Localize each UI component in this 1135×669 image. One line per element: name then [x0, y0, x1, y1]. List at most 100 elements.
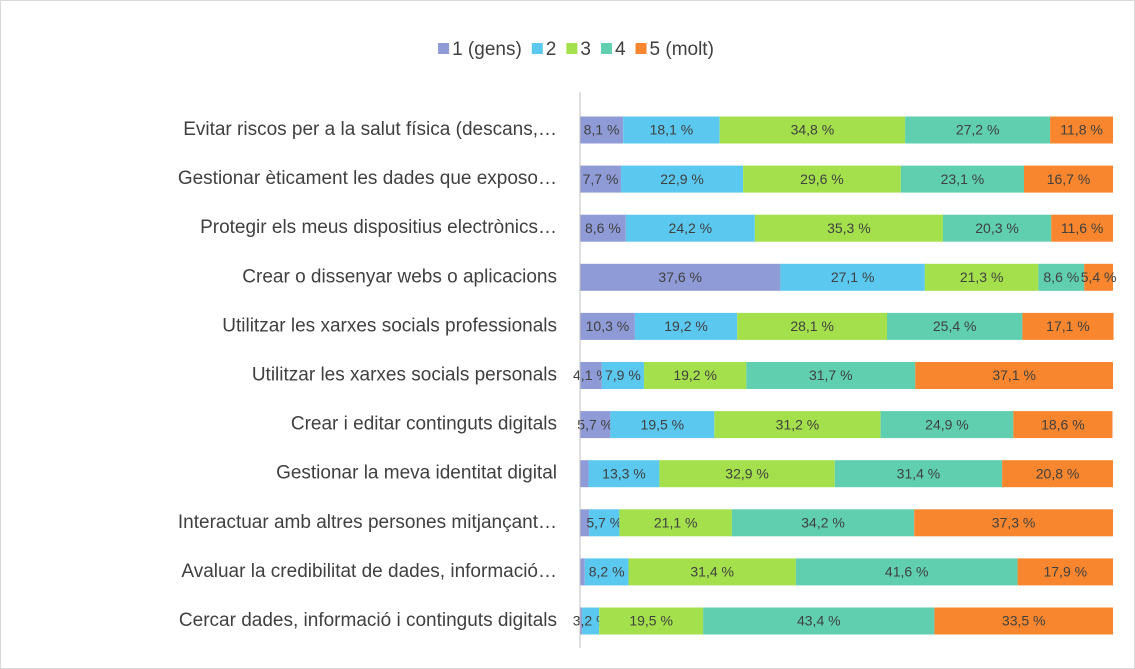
data-label: 13,3 % [602, 465, 646, 481]
legend-label: 2 [546, 39, 557, 60]
data-label: 25,4 % [933, 318, 977, 334]
data-label: 35,3 % [827, 220, 871, 236]
data-label: 27,1 % [831, 269, 875, 285]
data-label: 21,1 % [654, 515, 698, 531]
bar-segment [900, 165, 1024, 193]
data-label: 17,9 % [1043, 564, 1087, 580]
bar-segment [584, 558, 629, 586]
bar-segment [934, 607, 1113, 635]
data-label: 31,4 % [690, 564, 734, 580]
data-label: 37,6 % [658, 269, 702, 285]
bar-segment [580, 116, 624, 144]
bar-segment [610, 411, 715, 439]
legend-label: 3 [580, 39, 591, 60]
bar-segment [754, 214, 943, 242]
legend-swatch [438, 43, 450, 54]
bar-segment [599, 607, 704, 635]
bar-segment [580, 558, 585, 586]
bar-segment [1023, 165, 1113, 193]
bar-segment [743, 165, 901, 193]
legend-label: 5 (molt) [650, 39, 714, 60]
bar-segment [580, 312, 635, 340]
data-label: 8,6 % [1043, 269, 1079, 285]
data-label: 18,6 % [1041, 416, 1085, 432]
bar-segment [601, 362, 644, 389]
bar-segment [703, 607, 935, 635]
bar-segment [619, 509, 732, 537]
data-label: 8,6 % [585, 220, 621, 236]
bar-segment [580, 263, 781, 291]
data-label: 23,1 % [941, 171, 985, 187]
data-label: 32,9 % [725, 465, 769, 481]
data-label: 22,9 % [660, 171, 704, 187]
bar-segment [942, 214, 1052, 242]
legend-swatch [635, 43, 647, 54]
data-label: 21,3 % [960, 269, 1004, 285]
data-label: 10,3 % [586, 318, 630, 334]
data-label: 43,4 % [797, 613, 841, 629]
bar-segment [634, 312, 738, 340]
data-label: 19,5 % [629, 613, 673, 629]
data-label: 19,2 % [673, 367, 717, 383]
data-label: 5,7 % [577, 416, 613, 432]
data-label: 19,2 % [664, 318, 708, 334]
bar-segment [589, 509, 620, 537]
bar-segment [1022, 312, 1114, 340]
bar-segment [1084, 263, 1113, 291]
bar-segment [1013, 411, 1113, 439]
bar-segment [580, 509, 590, 537]
bar-segment [887, 312, 1023, 340]
bar-segment [580, 214, 626, 242]
data-label: 7,9 % [605, 367, 641, 383]
bar-segment [580, 411, 611, 439]
bar-segment [1051, 214, 1113, 242]
bar-segment [780, 263, 925, 291]
data-label: 37,1 % [992, 367, 1036, 383]
bar-segment [628, 558, 796, 586]
bar-segment [625, 214, 755, 242]
data-label: 31,2 % [776, 416, 820, 432]
category-label: Crear o dissenyar webs o aplicacions [242, 266, 557, 287]
data-label: 20,8 % [1036, 465, 1080, 481]
legend-label: 4 [615, 39, 626, 60]
category-label: Gestionar èticament les dades que exposo… [178, 168, 557, 189]
data-label: 34,8 % [791, 122, 835, 138]
bar-segment [621, 165, 744, 193]
data-label: 18,1 % [650, 122, 694, 138]
data-label: 31,4 % [897, 465, 941, 481]
data-label: 5,7 % [586, 515, 622, 531]
bar-segment [1017, 558, 1113, 586]
data-label: 31,7 % [809, 367, 853, 383]
bar-segment [746, 362, 916, 389]
data-label: 37,3 % [992, 515, 1036, 531]
data-label: 4,1 % [573, 367, 609, 383]
bar-segment [924, 263, 1039, 291]
legend-swatch [566, 43, 578, 54]
data-label: 33,5 % [1002, 613, 1046, 629]
data-label: 16,7 % [1047, 171, 1091, 187]
bar-segment [1050, 116, 1113, 144]
category-label: Evitar riscos per a la salut física (des… [183, 119, 557, 140]
data-label: 24,2 % [669, 220, 713, 236]
bar-segment [737, 312, 888, 340]
data-label: 27,2 % [956, 122, 1000, 138]
data-label: 24,9 % [925, 416, 969, 432]
data-label: 28,1 % [790, 318, 834, 334]
data-label: 7,7 % [583, 171, 619, 187]
bar-segment [731, 509, 915, 537]
bar-segment [643, 362, 747, 389]
bar-segment [580, 460, 589, 488]
bar-segment [915, 362, 1113, 389]
bar-segment [714, 411, 881, 439]
bar-segment [834, 460, 1003, 488]
data-label: 19,5 % [641, 416, 685, 432]
bar-segment [795, 558, 1018, 586]
bar-segment [914, 509, 1113, 537]
category-label: Crear i editar continguts digitals [291, 414, 557, 435]
bar-segment [1038, 263, 1085, 291]
bar-segment [580, 607, 583, 635]
bar-segment [580, 362, 602, 389]
category-label: Utilitzar les xarxes socials personals [252, 365, 557, 386]
legend-label: 1 (gens) [452, 39, 522, 60]
bar-segment [623, 116, 720, 144]
